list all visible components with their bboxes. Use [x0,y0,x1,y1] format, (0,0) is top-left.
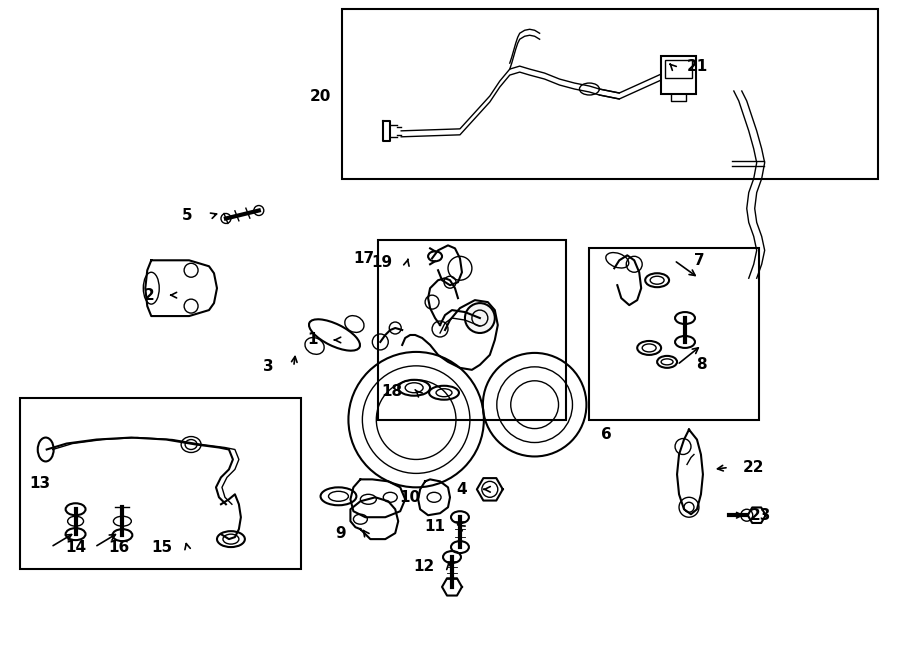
Bar [665,60,692,78]
Text: 21: 21 [687,59,707,73]
Text: 15: 15 [152,539,173,555]
Text: 9: 9 [335,525,346,541]
Text: 23: 23 [750,508,771,523]
Text: 4: 4 [456,482,467,497]
Text: 16: 16 [109,539,130,555]
Bar [378,241,565,420]
Text: 3: 3 [264,360,274,374]
Text: 19: 19 [372,254,392,270]
Text: 6: 6 [601,427,612,442]
Bar [343,9,878,178]
Text: 10: 10 [400,490,420,505]
Bar [662,56,696,94]
Text: 2: 2 [144,288,155,303]
Bar [590,249,759,420]
Text: 20: 20 [310,89,331,104]
Text: 1: 1 [307,332,318,348]
Ellipse shape [465,303,495,333]
Bar [20,398,301,569]
Text: 13: 13 [29,476,50,491]
Text: 7: 7 [694,253,705,268]
Text: 18: 18 [382,384,403,399]
Text: 14: 14 [65,539,86,555]
Text: 12: 12 [413,559,435,574]
Text: 17: 17 [354,251,375,266]
Text: 5: 5 [182,208,193,223]
Text: 22: 22 [743,460,764,475]
Text: 11: 11 [425,519,446,533]
Text: 8: 8 [697,358,707,372]
